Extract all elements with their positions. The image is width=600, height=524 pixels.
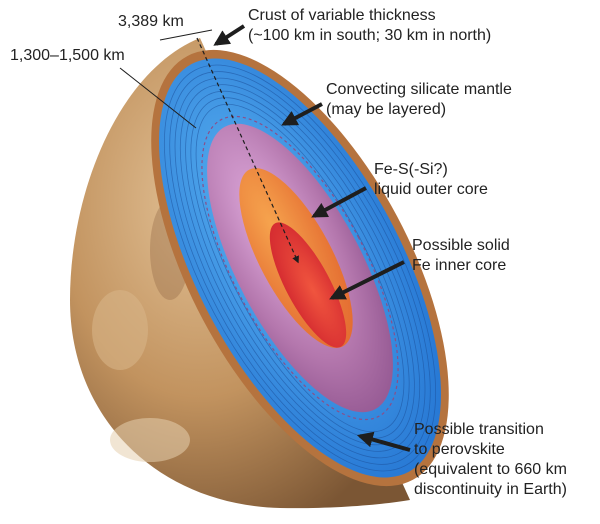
crust-label: Crust of variable thickness (~100 km in … xyxy=(248,6,491,46)
surface-mark xyxy=(92,290,148,370)
transition-arrow xyxy=(356,431,411,452)
inner-core-arrow xyxy=(329,260,405,300)
mantle-label-line: (may be layered) xyxy=(326,101,447,118)
radius-label: 3,389 km xyxy=(118,13,184,30)
outer-core-label-line: liquid outer core xyxy=(374,181,488,198)
outer-core-label: Fe-S(-Si?) liquid outer core xyxy=(374,160,488,200)
mantle-arrow xyxy=(281,102,323,126)
transition-label-line: discontinuity in Earth) xyxy=(414,481,567,498)
outer-core-label-line: Fe-S(-Si?) xyxy=(374,161,448,178)
radius-leader xyxy=(159,29,213,41)
transition-boundary xyxy=(201,115,399,421)
surface-mark xyxy=(110,418,190,462)
inner-core-label-line: Possible solid xyxy=(412,237,510,254)
outer-core-arrow xyxy=(311,186,367,218)
transition-label: Possible transition to perovskite (equiv… xyxy=(414,420,567,500)
inner-core-label-line: Fe inner core xyxy=(412,257,507,274)
mantle-label-line: Convecting silicate mantle xyxy=(326,81,512,98)
transition-label-line: to perovskite xyxy=(414,441,505,458)
transition-label-line: Possible transition xyxy=(414,421,544,438)
transition-label-line: (equivalent to 660 km xyxy=(414,461,567,478)
inner-core-label: Possible solid Fe inner core xyxy=(412,236,510,276)
crust-arrow xyxy=(213,24,246,46)
radius-arrow xyxy=(196,37,299,264)
crust-label-line: Crust of variable thickness xyxy=(248,7,436,24)
inner-core-layer xyxy=(269,222,347,348)
core-radius-leader xyxy=(119,67,197,129)
core-radius-label: 1,300–1,500 km xyxy=(10,47,125,64)
mantle-label: Convecting silicate mantle (may be layer… xyxy=(326,80,512,120)
crust-label-line: (~100 km in south; 30 km in north) xyxy=(248,27,492,44)
